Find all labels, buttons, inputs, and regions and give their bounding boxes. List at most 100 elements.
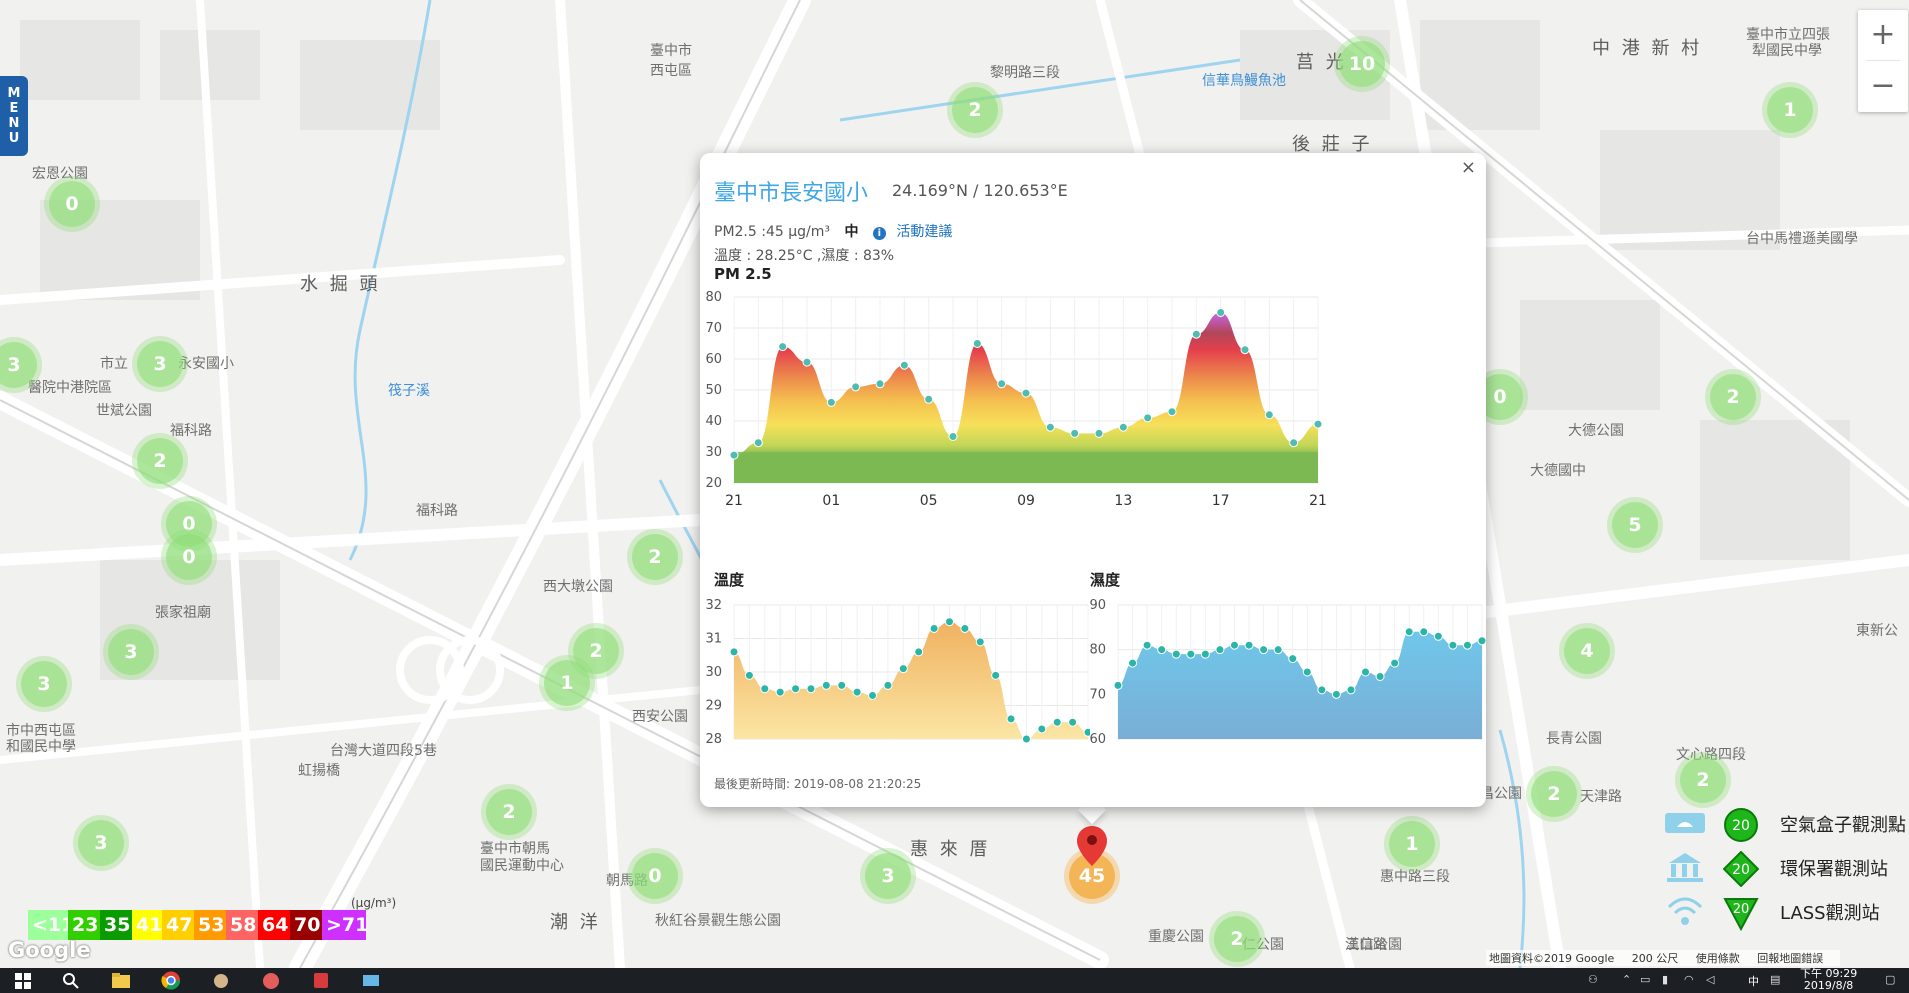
y-tick-label: 30 xyxy=(705,665,722,680)
activity-advice-link[interactable]: 活動建議 xyxy=(896,224,953,240)
cluster-marker[interactable]: 5 xyxy=(1612,502,1658,548)
y-tick-label: 31 xyxy=(705,632,722,647)
cluster-marker[interactable]: 10 xyxy=(1339,41,1385,87)
cluster-marker[interactable]: 2 xyxy=(486,789,532,835)
app-icon[interactable] xyxy=(210,970,232,991)
cluster-marker[interactable]: 2 xyxy=(1214,916,1260,962)
map-attribution: 地圖資料©2019 Google 200 公尺 使用條款 回報地圖錯誤 xyxy=(1486,950,1841,966)
x-tick-label: 09 xyxy=(1017,493,1035,509)
ime-indicator[interactable]: 中 xyxy=(1748,975,1759,988)
cluster-marker[interactable]: 3 xyxy=(865,853,911,899)
pm-data-point xyxy=(826,397,836,407)
pm-data-point xyxy=(1118,422,1128,432)
pm-data-point xyxy=(948,432,958,441)
pm-data-point xyxy=(802,357,812,367)
environment-reading: 溫度 : 28.25°C ,濕度 : 83% xyxy=(714,248,895,264)
cluster-marker[interactable]: 1 xyxy=(1767,87,1813,133)
humidity-data-point xyxy=(1244,640,1254,650)
temperature-data-point xyxy=(883,680,893,690)
chrome-icon[interactable] xyxy=(160,970,182,991)
series-area xyxy=(734,621,1088,739)
cluster-marker[interactable]: 2 xyxy=(1710,374,1756,420)
humidity-data-point xyxy=(1142,640,1152,650)
report-error-link[interactable]: 回報地圖錯誤 xyxy=(1757,952,1824,965)
notification-icon[interactable]: ▢ xyxy=(1885,973,1896,986)
cluster-marker[interactable]: 2 xyxy=(632,534,678,580)
y-tick-label: 70 xyxy=(705,321,722,336)
pm-data-point xyxy=(729,450,739,460)
windows-start-icon[interactable] xyxy=(12,970,34,991)
app-icon[interactable] xyxy=(260,970,282,991)
app-icon[interactable] xyxy=(310,970,332,991)
y-tick-label: 80 xyxy=(1089,643,1106,658)
pm25-chart: 20 30 40 50 60 70 80 21 01 05 09 13 17 21 xyxy=(705,290,1326,509)
network-icon[interactable]: ▭ xyxy=(1640,973,1651,986)
temperature-data-point xyxy=(806,684,816,694)
cluster-marker[interactable]: 4 xyxy=(1564,628,1610,674)
wifi-icon[interactable]: ◠ xyxy=(1684,973,1694,986)
zoom-out-button[interactable]: − xyxy=(1870,68,1896,103)
cluster-marker[interactable]: 0 xyxy=(49,181,95,227)
temperature-data-point xyxy=(898,664,908,674)
legend-label: LASS觀測站 xyxy=(1780,903,1880,924)
pm-data-point xyxy=(875,379,885,389)
cluster-marker[interactable]: 3 xyxy=(137,341,183,387)
station-coords: 24.169°N / 120.653°E xyxy=(892,181,1068,200)
airbox-icon xyxy=(1665,813,1705,833)
terms-link[interactable]: 使用條款 xyxy=(1695,952,1740,965)
last-updated: 最後更新時間: 2019-08-08 21:20:25 xyxy=(714,777,922,791)
temperature-data-point xyxy=(852,687,862,697)
cluster-marker[interactable]: 3 xyxy=(0,342,37,388)
info-icon[interactable]: i xyxy=(872,227,886,240)
app-icon[interactable] xyxy=(360,970,382,991)
cluster-marker[interactable]: 2 xyxy=(137,438,183,484)
location-pin-icon[interactable] xyxy=(1075,824,1109,868)
temperature-data-point xyxy=(744,670,754,680)
cluster-marker[interactable]: 3 xyxy=(21,661,67,707)
volume-icon[interactable]: ◁ xyxy=(1706,973,1715,986)
cluster-marker[interactable]: 0 xyxy=(632,853,678,899)
temperature-chart-title: 溫度 xyxy=(714,571,745,589)
scale-swatch: 64 xyxy=(258,910,290,940)
legend-row-epa[interactable]: 20 環保署觀測站 xyxy=(1655,847,1909,889)
humidity-data-point xyxy=(1200,649,1210,659)
temperature-data-point xyxy=(960,623,970,633)
chevron-up-icon[interactable]: ⌃ xyxy=(1622,973,1632,986)
y-tick-label: 30 xyxy=(705,445,722,460)
legend-row-airbox[interactable]: 20 空氣盒子觀測點 xyxy=(1655,803,1909,845)
battery-icon[interactable]: ▮ xyxy=(1662,973,1669,986)
file-explorer-icon[interactable] xyxy=(110,970,132,991)
menu-button[interactable]: M E N U xyxy=(0,76,28,156)
taskbar-clock[interactable]: 下午 09:29 2019/8/8 xyxy=(1800,968,1857,992)
zoom-in-button[interactable]: + xyxy=(1870,17,1896,52)
cluster-marker[interactable]: 2 xyxy=(1680,757,1726,803)
map-scale-label: 200 公尺 xyxy=(1631,952,1679,965)
x-tick-label: 05 xyxy=(920,493,938,509)
cluster-marker[interactable]: 2 xyxy=(573,628,619,674)
cluster-marker[interactable]: 2 xyxy=(1531,771,1577,817)
cluster-marker[interactable]: 0 xyxy=(166,534,212,580)
airbox-badge-icon: 20 xyxy=(1724,808,1758,842)
cluster-marker[interactable]: 3 xyxy=(78,820,124,866)
cluster-marker[interactable]: 1 xyxy=(1389,821,1435,867)
y-tick-label: 32 xyxy=(705,598,722,613)
humidity-data-point xyxy=(1113,680,1123,690)
clock-time: 下午 09:29 xyxy=(1800,967,1858,980)
humidity-data-point xyxy=(1404,627,1414,637)
cluster-marker[interactable]: 3 xyxy=(108,629,154,675)
close-button[interactable]: × xyxy=(1460,157,1476,178)
pm-data-point xyxy=(1094,428,1104,438)
pm-data-point xyxy=(1216,308,1226,317)
temperature-data-point xyxy=(729,647,739,657)
pm-data-point xyxy=(778,342,788,352)
people-icon[interactable]: ⚇ xyxy=(1588,973,1598,986)
search-icon[interactable] xyxy=(60,970,82,991)
temperature-data-point xyxy=(821,680,831,690)
legend-row-lass[interactable]: 20 LASS觀測站 xyxy=(1655,891,1909,933)
menu-letter: M xyxy=(7,86,21,101)
temperature-data-point xyxy=(1037,724,1047,734)
cluster-marker[interactable]: 2 xyxy=(952,87,998,133)
scale-swatch: 53 xyxy=(194,910,226,940)
google-logo: Google xyxy=(8,938,91,962)
ime-mode-icon[interactable]: ▤ xyxy=(1770,973,1781,986)
